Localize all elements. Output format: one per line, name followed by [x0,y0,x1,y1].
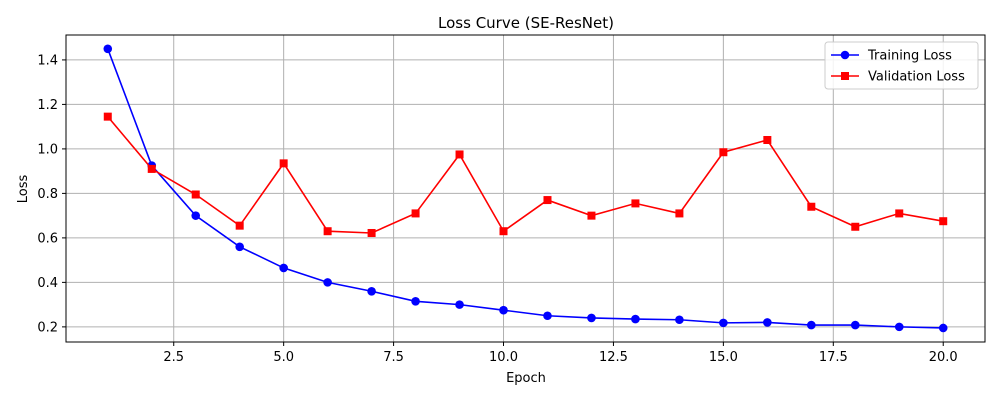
validation-loss-point [191,190,200,199]
training-loss-point [499,305,508,315]
chart-title: Loss Curve (SE-ResNet) [438,14,614,32]
training-loss-point [807,320,816,330]
legend-label: Validation Loss [868,70,965,85]
training-loss-point [235,242,244,252]
legend: Training Loss Validation Loss [824,41,979,90]
series-layer [103,44,948,333]
training-loss-point [675,315,684,325]
validation-loss-series [103,112,948,237]
plot-frame [65,34,986,343]
validation-loss-point [807,202,816,211]
y-tick-label: 0.4 [37,276,58,291]
training-loss-point [894,322,904,332]
x-tick-label: 5.0 [273,350,294,365]
x-tick-label: 17.5 [819,350,848,365]
training-loss-point [279,263,288,273]
validation-loss-point [455,150,464,159]
y-axis: 0.2 0.4 0.6 0.8 1.0 1.2 1.4 [37,53,66,335]
training-loss-point [719,318,728,328]
validation-loss-point [719,148,728,157]
x-tick-label: 10.0 [489,350,518,365]
validation-loss-legend-marker [841,72,849,80]
training-loss-point [191,211,201,220]
training-loss-point [323,278,332,287]
validation-loss-point [763,136,772,145]
x-tick-label: 2.5 [163,350,184,365]
validation-loss-point [675,209,684,218]
training-loss-point [543,311,552,321]
y-tick-label: 1.2 [37,98,58,113]
validation-loss-point [631,199,640,208]
training-loss-line [107,48,944,329]
validation-loss-point [147,164,156,173]
validation-loss-point [323,227,332,236]
y-tick-label: 1.0 [37,142,58,157]
training-loss-point [411,296,420,306]
training-loss-point [367,286,376,296]
training-loss-point [587,313,596,323]
x-tick-label: 12.5 [599,350,628,365]
training-loss-point [103,44,113,54]
training-loss-point [850,320,860,330]
x-tick-label: 20.0 [929,350,958,365]
y-tick-label: 0.6 [37,231,58,246]
validation-loss-point [411,209,420,218]
validation-loss-point [279,159,288,168]
x-tick-label: 15.0 [709,350,738,365]
validation-loss-point [367,228,376,237]
x-axis: 2.5 5.0 7.5 10.0 12.5 15.0 17.5 20.0 [163,342,958,365]
training-loss-point [938,323,948,333]
validation-loss-point [499,227,508,236]
training-loss-point [455,300,464,309]
validation-loss-point [851,222,860,231]
x-axis-label: Epoch [506,371,546,386]
legend-label: Training Loss [867,49,952,64]
y-axis-label: Loss [16,175,31,204]
validation-loss-point [587,211,596,220]
validation-loss-point [235,221,244,230]
training-loss-point [631,314,640,324]
training-loss-series [103,44,948,333]
x-tick-label: 7.5 [383,350,404,365]
y-tick-label: 1.4 [37,53,58,68]
validation-loss-point [939,217,948,226]
y-tick-label: 0.2 [37,320,58,335]
training-loss-point [763,318,772,327]
y-tick-label: 0.8 [37,187,58,202]
legend-box [824,41,979,90]
validation-loss-point [895,209,904,218]
validation-loss-point [543,196,552,205]
validation-loss-line [107,116,944,234]
validation-loss-point [103,112,112,121]
training-loss-legend-marker [840,50,850,60]
